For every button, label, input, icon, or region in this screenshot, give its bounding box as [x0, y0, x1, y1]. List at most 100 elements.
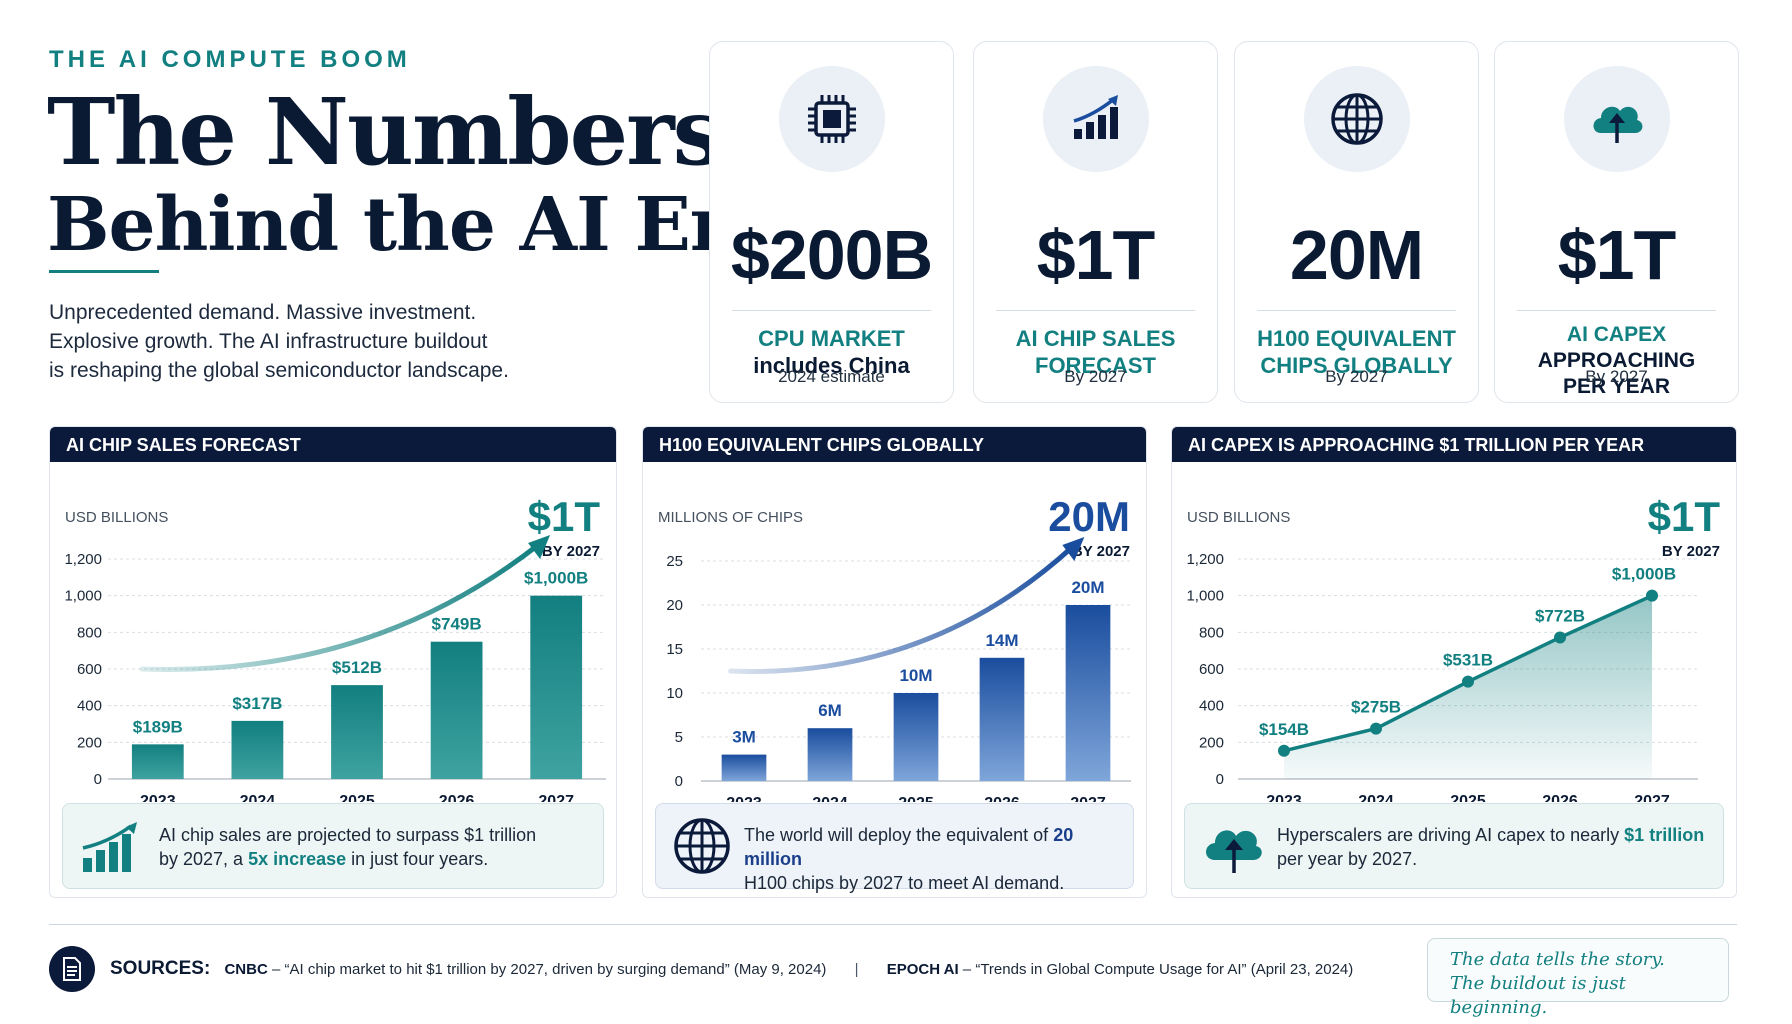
x-tick-label: 2024	[812, 795, 848, 802]
callout-highlight: $1 trillion	[1624, 825, 1705, 845]
callout-fragment: in just four years.	[346, 849, 489, 869]
kpi-label-line: PER YEAR	[1563, 375, 1670, 398]
x-tick-label: 2023	[140, 793, 176, 802]
bar-data-label: $189B	[133, 717, 183, 736]
bar-data-label: $749B	[432, 615, 482, 634]
tagline-line: The data tells the story.	[1450, 949, 1665, 970]
x-tick-label: 2027	[538, 793, 574, 802]
bar-data-label: 3M	[732, 728, 756, 747]
bar-chart-ai-chip-sales: USD BILLIONS $1T BY 2027 0 200 400 600 800 1,000…	[64, 493, 606, 802]
axis-unit-label: MILLIONS OF CHIPS	[658, 509, 803, 526]
panel-title: AI CAPEX IS APPROACHING $1 TRILLION PER …	[1172, 427, 1736, 462]
intro-line: Unprecedented demand. Massive investment…	[49, 301, 477, 324]
source-citation: – “Trends in Global Compute Usage for AI…	[958, 961, 1354, 978]
kpi-label-line: H100 EQUIVALENT	[1257, 326, 1456, 351]
bar-data-label: 6M	[818, 701, 842, 720]
kpi-label: AI CAPEX APPROACHING PER YEAR	[1505, 322, 1728, 400]
bar	[231, 720, 284, 779]
kpi-value: $1T	[1036, 216, 1156, 294]
kpi-label: CPU MARKET includes China	[720, 325, 943, 379]
bar	[530, 595, 583, 779]
growth-chart-icon	[1042, 66, 1149, 172]
kpi-value: $1T	[1557, 216, 1677, 294]
globe-icon	[1303, 66, 1410, 172]
source-separator: |	[854, 961, 859, 978]
y-tick-label: 1,000	[64, 588, 102, 605]
chart-panel-ai-chip-sales: AI CHIP SALES FORECAST USD BILLIONS $1T BY…	[49, 426, 617, 898]
intro-line: is reshaping the global semiconductor la…	[49, 359, 509, 382]
page-title: The Numbers Behind the AI Era	[47, 78, 776, 262]
callout-text: The world will deploy the equivalent of …	[744, 823, 1123, 895]
y-tick-label: 0	[94, 771, 102, 788]
callout-line: per year by 2027.	[1277, 849, 1418, 869]
footer-divider	[49, 924, 1737, 925]
kpi-label: AI CHIP SALES FORECAST	[984, 325, 1207, 379]
x-tick-label: 2025	[339, 793, 375, 802]
point-data-label: $1,000B	[1612, 565, 1676, 584]
y-tick-label: 800	[77, 624, 102, 641]
intro-text: Unprecedented demand. Massive investment…	[49, 298, 569, 385]
bar	[893, 693, 939, 781]
bar-data-label: $512B	[332, 658, 382, 677]
chart-callout: Hyperscalers are driving AI capex to nea…	[1184, 803, 1724, 889]
bar	[807, 728, 853, 781]
point-data-label: $531B	[1443, 651, 1493, 670]
panel-title: AI CHIP SALES FORECAST	[50, 427, 616, 462]
bar	[331, 685, 383, 779]
y-tick-label: 1,000	[1186, 588, 1224, 605]
data-point	[1462, 675, 1474, 688]
bar	[979, 657, 1025, 781]
chart-badge-value: 20M	[1048, 493, 1130, 540]
y-tick-label: 600	[1199, 661, 1224, 678]
y-tick-label: 600	[77, 661, 102, 678]
trend-arrowhead	[528, 535, 551, 559]
callout-fragment: Hyperscalers are driving AI capex to nea…	[1277, 825, 1625, 845]
callout-text: Hyperscalers are driving AI capex to nea…	[1277, 823, 1713, 871]
intro-line: Explosive growth. The AI infrastructure …	[49, 330, 488, 353]
source-citation: – “AI chip market to hit $1 trillion by …	[267, 961, 827, 978]
x-tick-label: 2027	[1070, 795, 1106, 802]
x-tick-label: 2025	[898, 795, 934, 802]
kpi-note: By 2027	[1064, 367, 1127, 386]
callout-text: AI chip sales are projected to surpass $…	[159, 823, 593, 871]
x-tick-label: 2026	[1542, 793, 1578, 802]
trend-arrow	[139, 542, 541, 672]
sources-label: SOURCES:	[110, 958, 211, 979]
kpi-label-line: APPROACHING	[1537, 349, 1696, 372]
kpi-note: By 2027	[1325, 367, 1388, 386]
kpi-value: $200B	[730, 216, 933, 294]
kpi-card-ai-chip-sales: $1T AI CHIP SALES FORECAST By 2027	[973, 41, 1218, 403]
y-tick-label: 1,200	[64, 551, 102, 568]
y-tick-label: 200	[77, 734, 102, 751]
kpi-label-line: includes China	[753, 353, 910, 378]
point-data-label: $772B	[1535, 606, 1585, 625]
kpi-card-h100-chips: 20M H100 EQUIVALENT CHIPS GLOBALLY By 20…	[1234, 41, 1479, 403]
axis-unit-label: USD BILLIONS	[1187, 509, 1290, 526]
x-tick-label: 2023	[726, 795, 762, 802]
y-tick-label: 25	[666, 553, 683, 570]
eyebrow-label: THE AI COMPUTE BOOM	[49, 46, 411, 73]
data-point	[1554, 631, 1566, 644]
source-org: EPOCH AI	[886, 961, 959, 978]
bar-data-label: $1,000B	[524, 569, 588, 588]
y-tick-label: 10	[666, 685, 683, 702]
kpi-divider	[1517, 310, 1716, 311]
y-tick-label: 0	[675, 773, 683, 790]
callout-line: by 2027, a 5x increase in just four year…	[159, 847, 593, 871]
title-line-1: The Numbers	[47, 78, 724, 186]
y-tick-label: 400	[1199, 698, 1224, 715]
kpi-card-ai-capex: $1T AI CAPEX APPROACHING PER YEAR By 202…	[1494, 41, 1739, 403]
bar	[131, 744, 184, 779]
x-tick-label: 2023	[1266, 793, 1302, 802]
cloud-upload-icon	[1563, 66, 1670, 172]
x-tick-label: 2026	[439, 793, 475, 802]
kpi-label-line: FORECAST	[1035, 353, 1156, 378]
cpu-chip-icon	[778, 66, 885, 172]
data-point	[1370, 722, 1382, 735]
data-point	[1278, 744, 1290, 757]
kpi-label-line: CPU MARKET	[758, 326, 905, 351]
chart-panel-ai-capex: AI CAPEX IS APPROACHING $1 TRILLION PER …	[1171, 426, 1737, 898]
area-chart-ai-capex: USD BILLIONS $1T BY 2027 0 200 400 600 800 1,000…	[1186, 493, 1720, 802]
